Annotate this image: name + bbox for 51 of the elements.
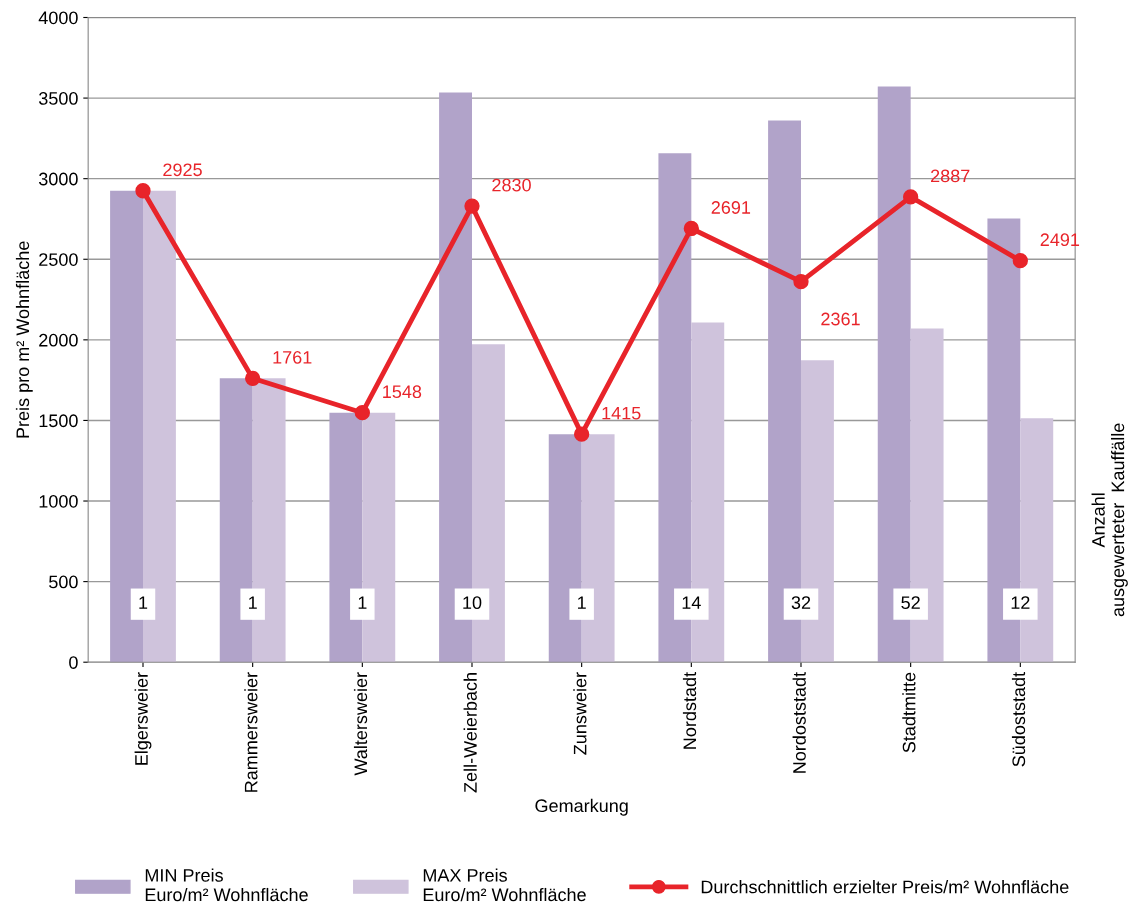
y-tick-label: 1000 (39, 494, 78, 508)
data-label: 2361 (821, 312, 860, 326)
y-tick-label: 2500 (39, 253, 78, 266)
annotation: 10 (463, 596, 482, 610)
point (135, 183, 151, 199)
x-tick-label: Zunsweier (573, 672, 587, 755)
annotation: 14 (682, 596, 701, 609)
point (793, 274, 809, 290)
legend-label: MAX Preis Euro/m² Wohnfläche (423, 868, 586, 902)
point (1012, 253, 1028, 269)
y-tick-label: 2000 (39, 333, 78, 347)
data-label: 2887 (931, 169, 970, 183)
x-axis-title: Gemarkung (535, 798, 628, 816)
x-tick-label: Waltersweier (353, 672, 368, 776)
y-tick-label: 1500 (39, 414, 78, 428)
legend-label: Durchschnittlich erzielter Preis/m² Wohnfläche (701, 880, 1069, 894)
data-label: 1548 (383, 385, 422, 399)
point (354, 405, 370, 421)
point (903, 189, 919, 205)
x-tick-label: Rammersweier (244, 672, 258, 792)
data-label: 2491 (1040, 233, 1080, 247)
data-label: 1761 (273, 350, 312, 364)
x-tick-label: Stadtmitte (902, 672, 916, 753)
annotation: 12 (1011, 596, 1030, 609)
text: Anzahl ausgewerteter Kauffälle (1091, 423, 1128, 617)
x-tick-label: Südoststadt (1011, 672, 1026, 767)
annotation: 32 (791, 596, 811, 610)
x-tick-label: Nordoststadt (792, 672, 806, 773)
y-tick-label: 4000 (38, 11, 78, 25)
x-tick-label: Zell-Weierbach (463, 673, 477, 793)
data-label: 1415 (602, 406, 641, 420)
data-label: 2925 (163, 163, 202, 177)
annotation: 52 (901, 596, 920, 610)
point (245, 370, 261, 387)
y-tick-label: 500 (49, 575, 78, 589)
data-label: 2830 (492, 178, 531, 192)
y-tick-label: 3000 (38, 172, 78, 186)
annotation: 1 (139, 596, 148, 609)
x-tick-label: Elgersweier (134, 672, 152, 765)
legend-label: MIN Preis Euro/m² Wohnfläche (145, 868, 308, 902)
point (464, 198, 480, 214)
annotation: 1 (578, 596, 586, 609)
annotation: 1 (358, 596, 367, 609)
y-tick-label: 3500 (38, 92, 78, 105)
x-tick-label: Nordstadt (682, 672, 697, 749)
point (683, 220, 699, 237)
annotation: 1 (249, 596, 257, 609)
y-tick-label: 0 (69, 656, 78, 669)
point (574, 426, 590, 442)
y-axis-title: Preis pro m² Wohnfläche (15, 241, 33, 438)
data-label: 2691 (711, 201, 751, 214)
